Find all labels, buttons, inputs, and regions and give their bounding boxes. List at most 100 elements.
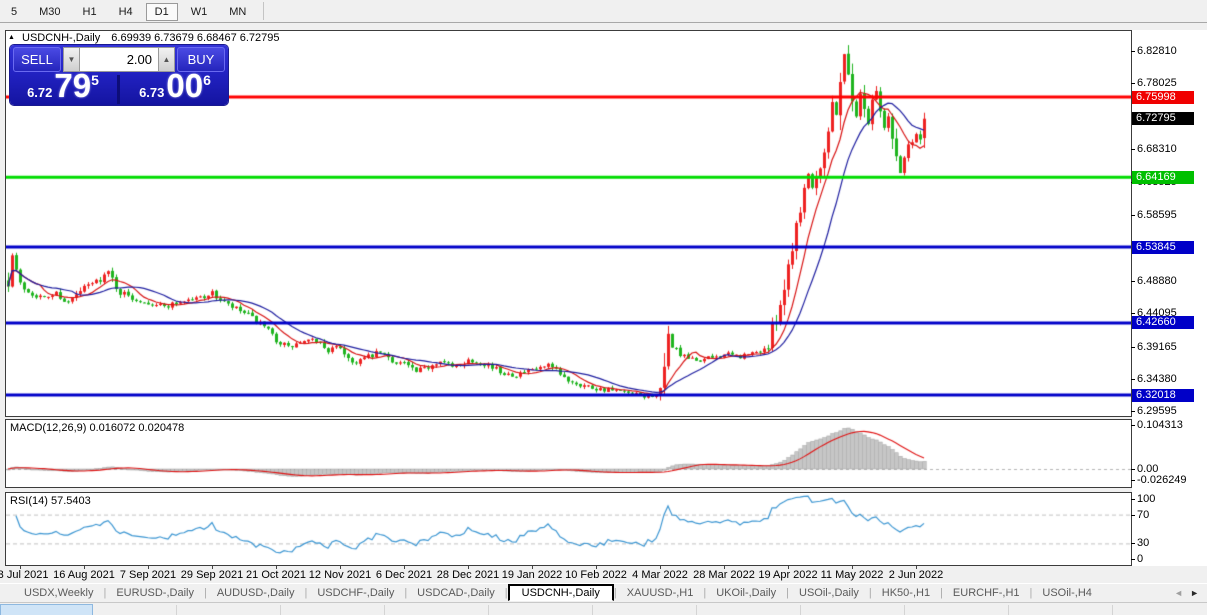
timeframe-button-h4[interactable]: H4 <box>118 6 133 18</box>
tab-scroll-right-icon[interactable]: ► <box>1190 588 1199 598</box>
buy-price-pip-digit: 6 <box>203 72 211 88</box>
timeframe-button-h1[interactable]: H1 <box>82 6 97 18</box>
price-axis-tick-tickmark <box>1131 215 1135 216</box>
time-axis-label: 16 Aug 2021 <box>53 569 115 581</box>
tab-separator: | <box>868 587 872 599</box>
status-strip-selection[interactable] <box>0 604 93 615</box>
macd-canvas[interactable] <box>6 420 1131 487</box>
macd-axis-tick-tickmark <box>1131 469 1135 470</box>
timeframe-toolbar: 5 M30 H1 H4 D1 W1 MN <box>0 0 1207 23</box>
price-axis-tick-tickmark <box>1131 83 1135 84</box>
rsi-axis-tick: 70 <box>1137 509 1150 521</box>
status-strip-divider <box>904 605 905 615</box>
chart-tab-usdcad-daily[interactable]: USDCAD-,Daily <box>417 587 495 599</box>
trade-panel-divider <box>117 75 120 104</box>
price-level-badge: 6.32018 <box>1132 389 1194 402</box>
price-level-badge: 6.42660 <box>1132 316 1194 329</box>
price-axis-tick-tickmark <box>1131 313 1135 314</box>
chart-tab-audusd-daily[interactable]: AUDUSD-,Daily <box>216 587 295 599</box>
price-axis-tick: 6.68310 <box>1137 143 1177 155</box>
chart-tab-usdx-weekly[interactable]: USDX,Weekly <box>24 587 94 599</box>
sell-price-pip-digit: 5 <box>91 72 99 88</box>
timeframe-button-d1[interactable]: D1 <box>145 3 178 21</box>
time-axis-label: 21 Oct 2021 <box>246 569 306 581</box>
price-axis-tick-tickmark <box>1131 379 1135 380</box>
tab-separator: | <box>1029 587 1033 599</box>
chart-tab-usoil-daily[interactable]: USOil-,Daily <box>799 587 859 599</box>
rsi-axis-tick-tickmark <box>1131 499 1135 500</box>
chart-tab-usdcnh-daily[interactable]: USDCNH-,Daily <box>507 583 614 601</box>
buy-price-button[interactable]: 6.73 00 6 <box>123 67 227 104</box>
tab-separator: | <box>103 587 107 599</box>
chart-tab-xauusd-h1[interactable]: XAUUSD-,H1 <box>626 587 694 599</box>
chart-tab-eurchf-h1[interactable]: EURCHF-,H1 <box>952 587 1020 599</box>
buy-price-big-digits: 00 <box>166 67 204 104</box>
status-strip-divider <box>384 605 385 615</box>
time-axis-tickmark <box>276 566 277 569</box>
time-axis-label: 28 Dec 2021 <box>436 569 500 581</box>
bottom-status-strip <box>0 602 1207 615</box>
price-level-badge: 6.75998 <box>1132 91 1194 104</box>
status-strip-divider <box>1008 605 1009 615</box>
time-axis-tickmark <box>148 566 149 569</box>
status-strip-divider <box>280 605 281 615</box>
time-axis-label: 23 Jul 2021 <box>0 569 49 581</box>
time-axis-label: 2 Jun 2022 <box>888 569 944 581</box>
price-level-badge: 6.72795 <box>1132 112 1194 125</box>
time-axis-tickmark <box>596 566 597 569</box>
price-axis-tick-tickmark <box>1131 347 1135 348</box>
timeframe-button-5[interactable]: 5 <box>11 6 18 18</box>
price-axis-tick: 6.82810 <box>1137 45 1177 57</box>
macd-indicator-panel: MACD(12,26,9) 0.016072 0.020478 <box>5 419 1132 488</box>
time-axis-label: 7 Sep 2021 <box>119 569 177 581</box>
time-axis-label: 29 Sep 2021 <box>180 569 244 581</box>
toolbar-divider <box>263 2 265 20</box>
timeframe-button-m30[interactable]: M30 <box>39 6 61 18</box>
status-strip-divider <box>1112 605 1113 615</box>
rsi-label: RSI(14) 57.5403 <box>10 495 91 507</box>
time-axis-tickmark <box>724 566 725 569</box>
collapse-triangle-icon[interactable]: ▲ <box>8 34 15 41</box>
chart-tab-usdchf-daily[interactable]: USDCHF-,Daily <box>317 587 395 599</box>
rsi-axis-tick: 30 <box>1137 537 1150 549</box>
price-level-badge: 6.53845 <box>1132 241 1194 254</box>
chart-tab-bar: USDX,Weekly | EURUSD-,Daily | AUDUSD-,Daily |… <box>0 583 1207 602</box>
time-axis-label: 12 Nov 2021 <box>308 569 372 581</box>
price-axis-tick: 6.34380 <box>1137 373 1177 385</box>
macd-axis-tick: -0.026249 <box>1137 474 1187 486</box>
chart-title: ▲ USDCNH-,Daily 6.69939 6.73679 6.68467 … <box>8 32 280 44</box>
sell-price-button[interactable]: 6.72 79 5 <box>11 69 115 104</box>
status-strip-divider <box>592 605 593 615</box>
status-strip-divider <box>696 605 697 615</box>
macd-label: MACD(12,26,9) 0.016072 0.020478 <box>10 422 185 434</box>
timeframe-button-w1[interactable]: W1 <box>190 6 208 18</box>
time-axis-label: 19 Apr 2022 <box>758 569 818 581</box>
volume-input[interactable] <box>80 47 158 72</box>
chart-symbol-label: USDCNH-,Daily <box>22 32 101 44</box>
time-axis-label: 6 Dec 2021 <box>375 569 433 581</box>
price-axis-tick-tickmark <box>1131 51 1135 52</box>
timeframe-button-mn[interactable]: MN <box>229 6 247 18</box>
chart-tab-usoil-h4[interactable]: USOil-,H4 <box>1042 587 1092 599</box>
time-axis-tickmark <box>468 566 469 569</box>
rsi-axis-tick-tickmark <box>1131 543 1135 544</box>
tab-scroll-left-icon[interactable]: ◄ <box>1174 588 1183 598</box>
chart-tab-eurusd-daily[interactable]: EURUSD-,Daily <box>116 587 194 599</box>
time-axis-tickmark <box>404 566 405 569</box>
chart-tab-hk50-h1[interactable]: HK50-,H1 <box>881 587 931 599</box>
volume-decrease-button[interactable]: ▼ <box>63 47 80 72</box>
rsi-canvas[interactable] <box>6 493 1131 565</box>
macd-axis-tick-tickmark <box>1131 480 1135 481</box>
price-axis-tick: 6.78025 <box>1137 77 1177 89</box>
status-strip-divider <box>800 605 801 615</box>
tab-separator: | <box>504 587 508 599</box>
time-axis-tickmark <box>916 566 917 569</box>
volume-increase-button[interactable]: ▲ <box>158 47 175 72</box>
time-axis-label: 4 Mar 2022 <box>632 569 688 581</box>
chart-tab-ukoil-daily[interactable]: UKOil-,Daily <box>716 587 777 599</box>
buy-button[interactable]: BUY <box>177 47 225 72</box>
time-axis-label: 19 Jan 2022 <box>501 569 563 581</box>
sell-button[interactable]: SELL <box>13 47 61 72</box>
